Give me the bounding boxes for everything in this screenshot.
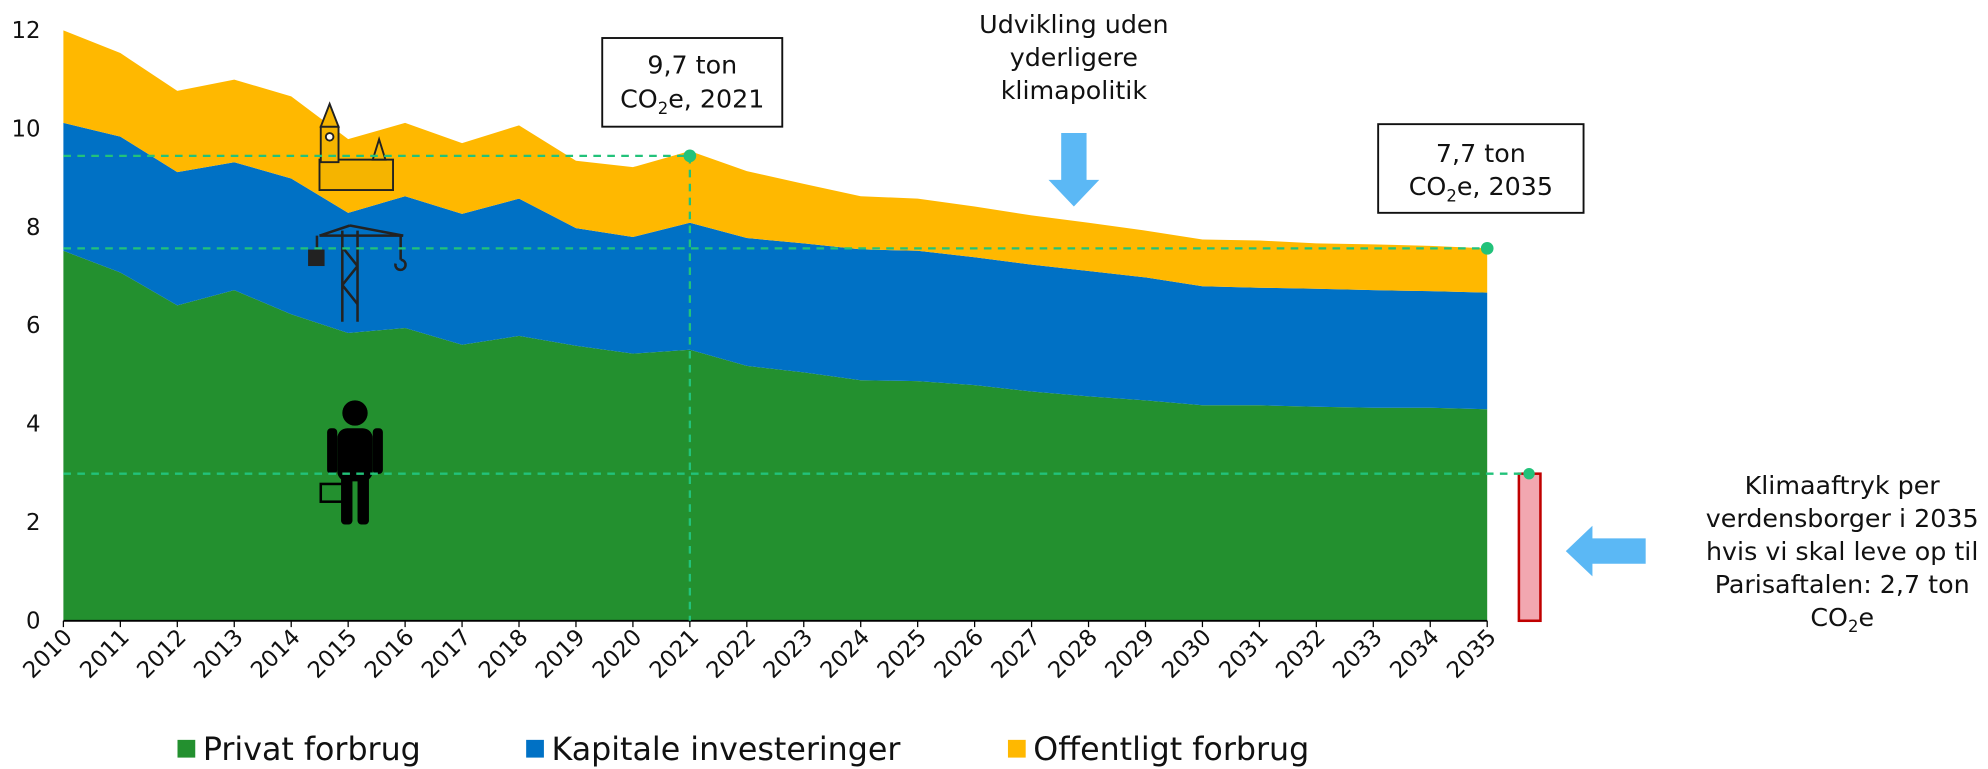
annotation-text: Klimaaftryk per xyxy=(1745,470,1941,500)
area xyxy=(63,122,1488,410)
x-tick-label: 2011 xyxy=(75,624,134,683)
annotation: hvis vi skal leve op til xyxy=(1706,536,1978,566)
annotation-text: verdensborger i 2035 xyxy=(1706,503,1979,533)
annotation-text: e, 2035 xyxy=(1457,171,1553,201)
area xyxy=(63,250,1488,621)
x-tick-label: 2016 xyxy=(360,624,419,683)
legend-swatch xyxy=(1007,739,1026,758)
icons xyxy=(308,37,1646,577)
target-bar xyxy=(1517,472,1542,623)
x-tick-label: 2014 xyxy=(246,624,305,683)
annotation: CO2e, 2021 xyxy=(620,84,764,118)
y-tick-label: 2 xyxy=(26,510,41,536)
legend-label: Kapitale investeringer xyxy=(552,732,902,768)
annotation-text: 9,7 ton xyxy=(647,49,737,79)
annotation: verdensborger i 2035 xyxy=(1706,503,1979,533)
x-tick-label: 2027 xyxy=(987,624,1046,683)
annotation: CO2e xyxy=(1810,602,1874,636)
target-dot xyxy=(1523,467,1535,480)
x-tick-label: 2015 xyxy=(303,624,362,683)
annotation-text: hvis vi skal leve op til xyxy=(1706,536,1978,566)
annotation-text: 7,7 ton xyxy=(1436,138,1526,168)
x-tick-label: 2035 xyxy=(1442,624,1501,683)
x-tick-label: 2026 xyxy=(930,624,989,683)
annotation-text: CO xyxy=(620,84,658,114)
legend-label: Offentligt forbrug xyxy=(1033,732,1309,768)
x-tick-label: 2019 xyxy=(531,624,590,683)
x-tick-label: 2025 xyxy=(873,624,932,683)
person-icon xyxy=(319,400,383,525)
annotation-subscript: 2 xyxy=(658,99,668,118)
annotation: 7,7 ton xyxy=(1436,138,1526,168)
crane-icon xyxy=(308,224,407,322)
x-tick-label: 2028 xyxy=(1043,624,1102,683)
x-tick-label: 2013 xyxy=(189,624,248,683)
annotation: 9,7 ton xyxy=(647,49,737,79)
annotation: klimapolitik xyxy=(1001,75,1148,105)
annotation-box xyxy=(1377,123,1585,214)
annotation: Parisaftalen: 2,7 ton xyxy=(1715,569,1970,599)
reference-dot xyxy=(1480,242,1494,255)
x-tick-label: 2034 xyxy=(1385,624,1444,683)
legend-swatch xyxy=(177,739,196,758)
y-tick-label: 0 xyxy=(26,608,41,634)
y-tick-label: 4 xyxy=(26,412,41,438)
arrow-left xyxy=(1565,525,1646,577)
x-tick-label: 2012 xyxy=(132,624,191,683)
annotation: Klimaaftryk per xyxy=(1745,470,1941,500)
x-tick-label: 2033 xyxy=(1328,624,1387,683)
x-tick-label: 2017 xyxy=(417,624,476,683)
x-tick-label: 2022 xyxy=(702,624,761,683)
legend-label: Privat forbrug xyxy=(203,732,421,768)
annotation-text: e, 2021 xyxy=(668,84,764,114)
annotation-subscript: 2 xyxy=(1848,617,1858,636)
x-tick-label: 2029 xyxy=(1100,624,1159,683)
reference-dot xyxy=(683,149,697,163)
annotation-text: yderligere xyxy=(1010,42,1138,72)
x-tick-label: 2018 xyxy=(474,624,533,683)
y-tick-label: 12 xyxy=(12,18,41,44)
annotation-text: Udvikling uden xyxy=(979,9,1168,39)
annotation-text: e xyxy=(1858,602,1874,632)
x-tick-label: 2023 xyxy=(759,624,818,683)
annotation-text: CO xyxy=(1810,602,1848,632)
annotation-text: CO xyxy=(1409,171,1447,201)
annotation-text: Parisaftalen: 2,7 ton xyxy=(1715,569,1970,599)
annotation-box xyxy=(601,37,784,128)
y-tick-label: 10 xyxy=(12,116,41,142)
x-tick-label: 2020 xyxy=(588,624,647,683)
annotation-subscript: 2 xyxy=(1446,186,1456,205)
x-tick-label: 2032 xyxy=(1271,624,1330,683)
annotation: CO2e, 2035 xyxy=(1409,171,1553,205)
legend-swatch xyxy=(526,739,544,758)
arrow-down xyxy=(1048,133,1100,207)
x-tick-label: 2030 xyxy=(1157,624,1216,683)
building-icon xyxy=(318,101,394,191)
x-tick-label: 2024 xyxy=(816,624,875,683)
x-tick-label: 2021 xyxy=(645,624,704,683)
annotation: Udvikling uden xyxy=(979,9,1168,39)
x-tick-label: 2031 xyxy=(1214,624,1273,683)
y-tick-label: 8 xyxy=(26,215,41,241)
annotation: yderligere xyxy=(1010,42,1138,72)
annotation-text: klimapolitik xyxy=(1001,75,1148,105)
y-tick-label: 6 xyxy=(26,313,41,339)
